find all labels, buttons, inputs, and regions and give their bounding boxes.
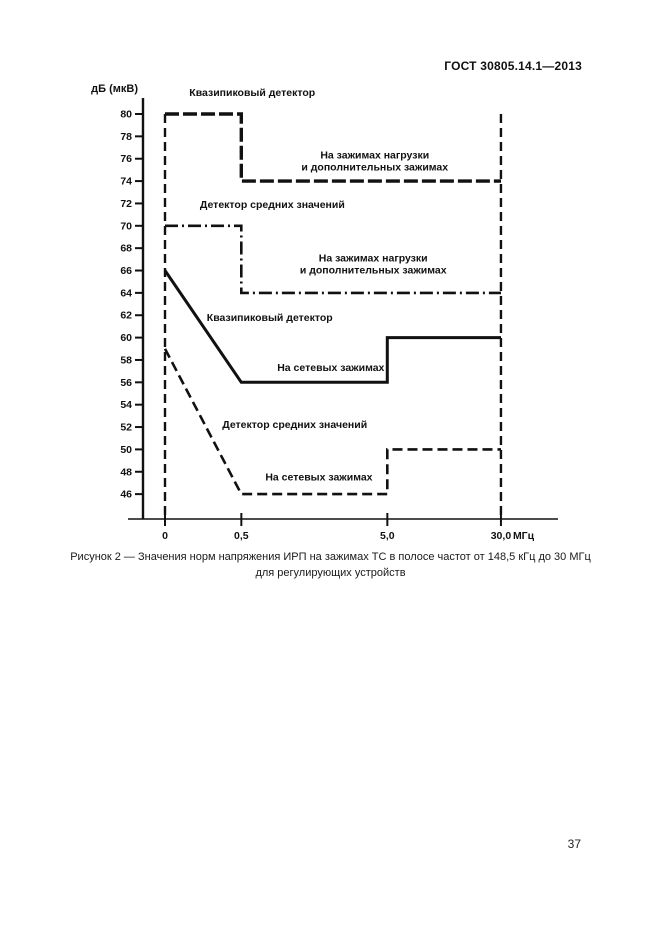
annotation-label-1: На зажимах нагрузки <box>320 150 429 162</box>
x-axis-unit: МГц <box>513 530 535 542</box>
annotation-label-2: Детектор средних значений <box>200 199 345 211</box>
y-tick-label: 80 <box>120 109 132 121</box>
page-number: 37 <box>567 837 581 851</box>
y-tick-label: 48 <box>120 466 132 478</box>
y-tick-label: 76 <box>120 153 132 165</box>
figure-2-chart: дБ (мкВ) 80 78 76 74 72 70 68 66 64 62 60 58 56 54 52 50… <box>91 83 558 542</box>
figure-caption-line2: для регулирующих устройств <box>255 567 406 579</box>
annotation-label-3: На зажимах нагрузки <box>319 253 428 265</box>
series-line-2 <box>163 269 501 384</box>
y-axis-title: дБ (мкВ) <box>91 83 138 95</box>
x-tick-label: 30,0 <box>491 530 512 542</box>
y-tick-label: 66 <box>120 265 132 277</box>
y-tick-label: 60 <box>120 332 132 344</box>
x-tick-label: 0,5 <box>234 530 249 542</box>
x-tick-label: 0 <box>162 530 168 542</box>
document-header: ГОСТ 30805.14.1—2013 <box>444 59 582 73</box>
series-line-0 <box>165 112 501 183</box>
x-tick-label: 5,0 <box>380 530 395 542</box>
y-tick-label: 52 <box>120 422 132 434</box>
y-tick-label: 74 <box>120 176 132 188</box>
series-line-1 <box>165 224 501 295</box>
y-tick-label: 70 <box>120 220 132 232</box>
annotation-label-0: Квазипиковый детектор <box>189 87 315 99</box>
annotation-label-3: и дополнительных зажимах <box>300 265 447 277</box>
annotation-label-5: На сетевых зажимах <box>277 362 384 374</box>
annotation-label-4: Квазипиковый детектор <box>207 312 333 324</box>
figure-caption: Рисунок 2 — Значения норм напряжения ИРП… <box>0 549 661 581</box>
y-tick-label: 72 <box>120 198 132 210</box>
y-tick-label: 50 <box>120 444 132 456</box>
y-tick-label: 62 <box>120 310 132 322</box>
annotation-label-1: и дополнительных зажимах <box>301 162 448 174</box>
series-line-3 <box>163 348 501 496</box>
y-tick-label: 46 <box>120 489 132 501</box>
y-tick-label: 64 <box>120 287 132 299</box>
annotation-label-6: Детектор средних значений <box>222 419 367 431</box>
y-tick-label: 68 <box>120 243 132 255</box>
figure-caption-line1: Рисунок 2 — Значения норм напряжения ИРП… <box>70 551 591 563</box>
y-tick-label: 58 <box>120 354 132 366</box>
annotation-label-7: На сетевых зажимах <box>265 472 372 484</box>
y-tick-label: 56 <box>120 377 132 389</box>
y-tick-label: 78 <box>120 131 132 143</box>
y-tick-label: 54 <box>120 399 132 411</box>
